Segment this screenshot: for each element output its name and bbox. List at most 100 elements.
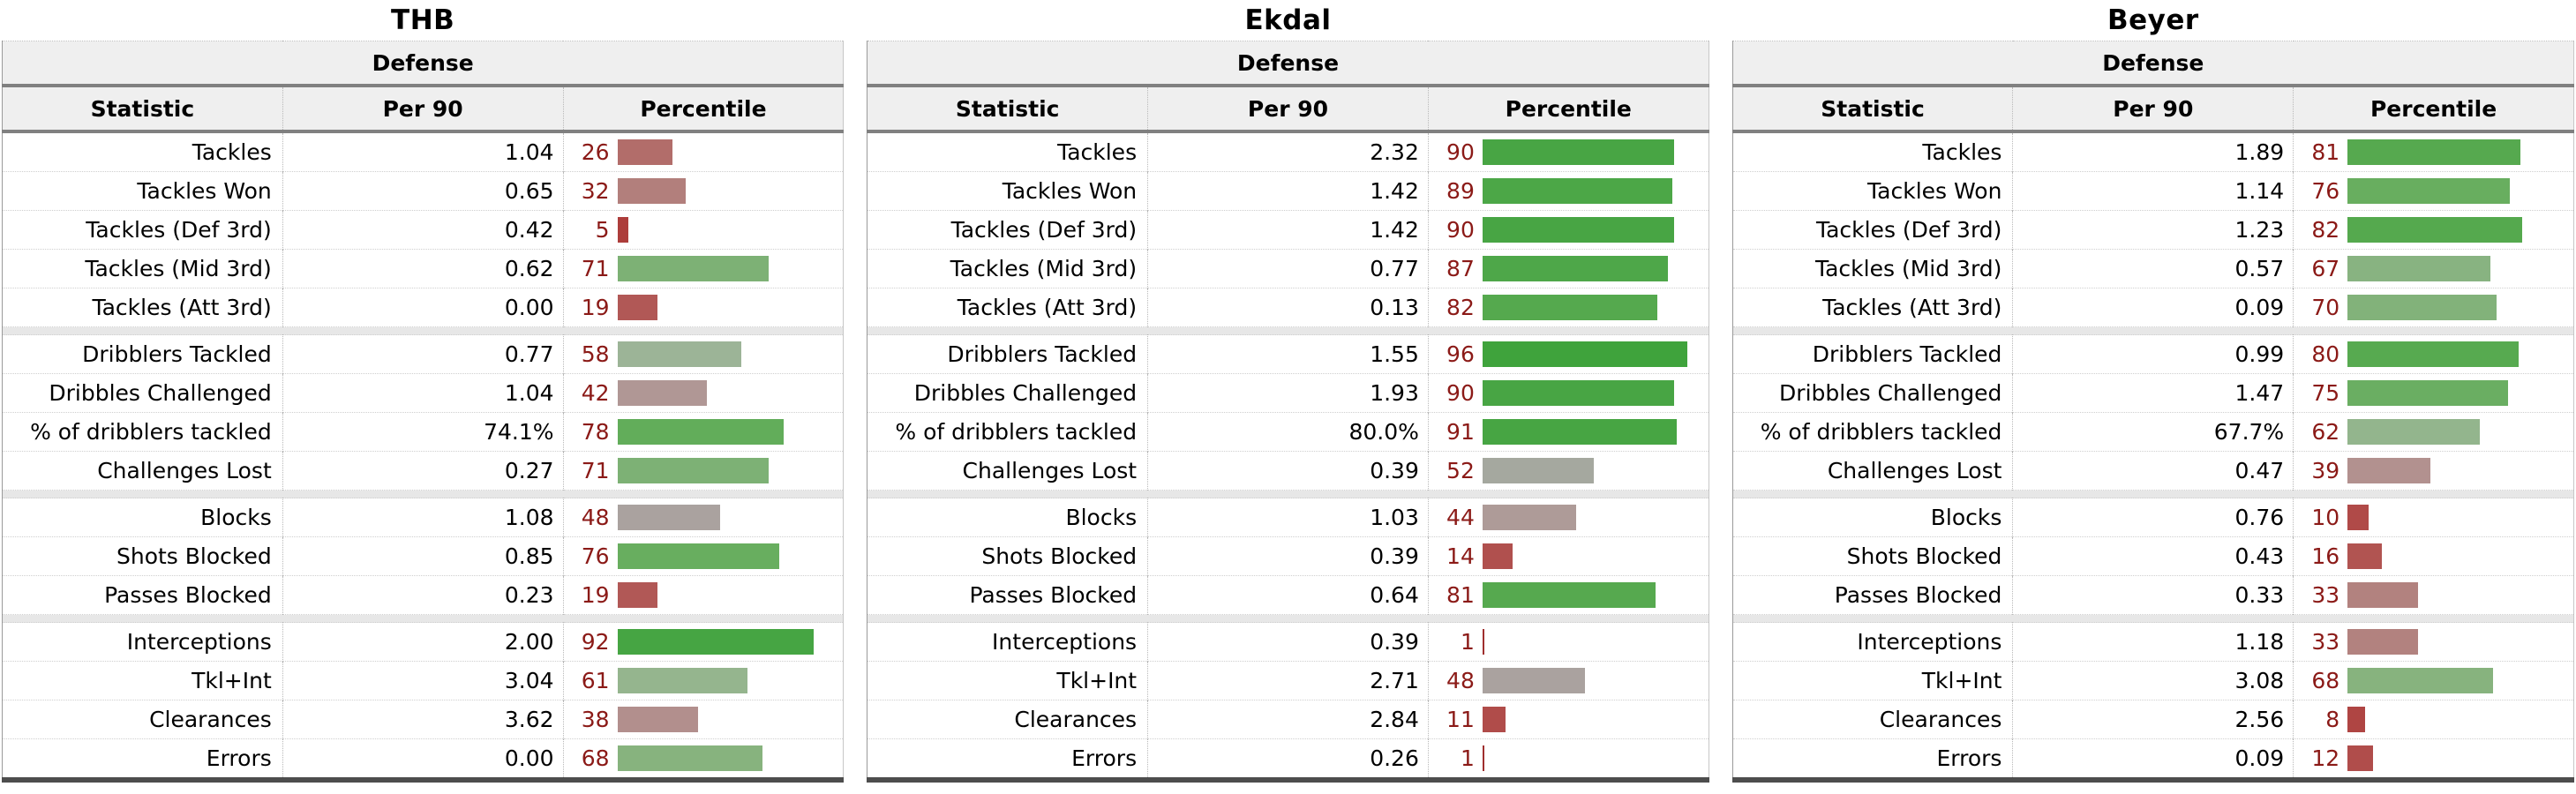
statistic-label: Clearances (1014, 707, 1138, 732)
percentile-value: 76 (2311, 178, 2340, 204)
statistic-label: Shots Blocked (1846, 543, 2002, 569)
percentile-bar (617, 295, 658, 320)
percentile-wrap: 91 (1429, 413, 1709, 451)
table-row: Shots Blocked 0.85 76 (2, 536, 844, 576)
table-row: Tackles Won 0.65 32 (2, 171, 844, 211)
table-row: Interceptions 1.18 33 (1732, 622, 2574, 662)
percentile-wrap: 90 (1429, 133, 1709, 171)
percentile-bar (617, 582, 658, 608)
percentile-bar-zone (617, 380, 831, 406)
per90-value: 0.47 (2012, 451, 2294, 491)
column-header-row: Statistic Per 90 Percentile (2, 86, 844, 133)
table-row: Tackles (Att 3rd) 0.00 19 (2, 288, 844, 327)
per90-value: 2.32 (1147, 131, 1429, 172)
percentile-bar (1482, 139, 1675, 165)
percentile-wrap: 11 (1429, 700, 1709, 738)
percentile-bar-zone (617, 668, 831, 693)
per90-value: 3.62 (282, 700, 564, 739)
statistic-label: Tackles (1057, 139, 1138, 165)
table-row: Dribblers Tackled 0.99 80 (1732, 334, 2574, 374)
table-row: Tackles Won 1.14 76 (1732, 171, 2574, 211)
table-body: Tackles 2.32 90 Tackles Won 1.42 89 Tack… (867, 131, 1709, 780)
per90-value: 0.65 (282, 171, 564, 211)
percentile-wrap: 1 (1429, 739, 1709, 777)
percentile-cell: 26 (563, 131, 844, 172)
defense-stats-table: Defense Statistic Per 90 Percentile Tack… (867, 41, 1709, 783)
percentile-bar (617, 707, 699, 732)
per90-value: 1.03 (1147, 498, 1429, 537)
percentile-bar-zone (1482, 380, 1696, 406)
percentile-cell: 78 (563, 413, 844, 452)
percentile-bar (617, 380, 708, 406)
statistic-label: Tkl+Int (1921, 668, 2002, 693)
percentile-bar (2347, 139, 2521, 165)
per90-value: 1.55 (1147, 334, 1429, 374)
statistic-label: % of dribblers tackled (895, 419, 1138, 445)
percentile-bar-zone (617, 505, 831, 530)
percentile-wrap: 78 (564, 413, 844, 451)
percentile-bar-zone (617, 745, 831, 771)
table-row: Tackles (Mid 3rd) 0.57 67 (1732, 249, 2574, 288)
percentile-bar-zone (2347, 458, 2561, 483)
percentile-bar-zone (1482, 582, 1696, 608)
section-header-row: Defense (867, 41, 1709, 87)
percentile-wrap: 82 (2294, 211, 2573, 249)
table-row: Clearances 3.62 38 (2, 700, 844, 739)
section-header-defense: Defense (1732, 41, 2574, 87)
percentile-bar-zone (617, 256, 831, 281)
per90-value: 0.76 (2012, 498, 2294, 537)
table-row: Dribbles Challenged 1.04 42 (2, 373, 844, 413)
percentile-bar (1482, 745, 1485, 771)
percentile-cell: 32 (563, 172, 844, 211)
table-row: % of dribblers tackled 67.7% 62 (1732, 412, 2574, 452)
table-row: Tackles (Mid 3rd) 0.62 71 (2, 249, 844, 288)
statistic-label: Blocks (200, 505, 272, 530)
statistic-label: Tackles (Def 3rd) (1815, 217, 2002, 243)
per90-value: 0.23 (282, 575, 564, 615)
group-separator-row (867, 614, 1709, 623)
percentile-bar-zone (1482, 139, 1696, 165)
per90-value: 3.04 (282, 661, 564, 700)
percentile-wrap: 62 (2294, 413, 2573, 451)
percentile-value: 71 (581, 256, 610, 281)
percentile-wrap: 8 (2294, 700, 2573, 738)
percentile-bar (617, 341, 741, 367)
percentile-cell: 14 (1428, 537, 1709, 576)
table-row: Passes Blocked 0.64 81 (867, 575, 1709, 615)
per90-value: 0.85 (282, 536, 564, 576)
table-row: Tackles 2.32 90 (867, 131, 1709, 172)
statistic-label: Errors (1936, 745, 2002, 771)
percentile-wrap: 58 (564, 335, 844, 373)
percentile-wrap: 14 (1429, 537, 1709, 575)
defense-stats-table: Defense Statistic Per 90 Percentile Tack… (1731, 41, 2574, 783)
percentile-value: 76 (581, 543, 610, 569)
percentile-bar (1482, 543, 1513, 569)
percentile-cell: 8 (2294, 700, 2574, 739)
percentile-bar (1482, 419, 1677, 445)
table-row: Challenges Lost 0.47 39 (1732, 451, 2574, 491)
percentile-wrap: 80 (2294, 335, 2573, 373)
per90-value: 67.7% (2012, 412, 2294, 452)
percentile-value: 14 (1446, 543, 1475, 569)
percentile-value: 5 (595, 217, 610, 243)
table-row: Clearances 2.84 11 (867, 700, 1709, 739)
table-row: Tackles (Mid 3rd) 0.77 87 (867, 249, 1709, 288)
group-separator-row (2, 614, 844, 623)
percentile-bar (617, 505, 720, 530)
per90-value: 1.14 (2012, 171, 2294, 211)
per90-value: 0.33 (2012, 575, 2294, 615)
percentile-bar-zone (617, 629, 831, 655)
percentile-cell: 16 (2294, 537, 2574, 576)
percentile-cell: 90 (1428, 374, 1709, 413)
statistic-label: Passes Blocked (1834, 582, 2002, 608)
percentile-value: 42 (581, 380, 610, 406)
percentile-bar-zone (1482, 178, 1696, 204)
table-row: Errors 0.09 12 (1732, 738, 2574, 780)
percentile-bar-zone (1482, 745, 1696, 771)
statistic-label: Tkl+Int (192, 668, 272, 693)
statistic-label: % of dribblers tackled (1760, 419, 2002, 445)
percentile-wrap: 61 (564, 662, 844, 700)
table-row: Shots Blocked 0.43 16 (1732, 536, 2574, 576)
per90-value: 0.42 (282, 210, 564, 250)
percentile-wrap: 42 (564, 374, 844, 412)
